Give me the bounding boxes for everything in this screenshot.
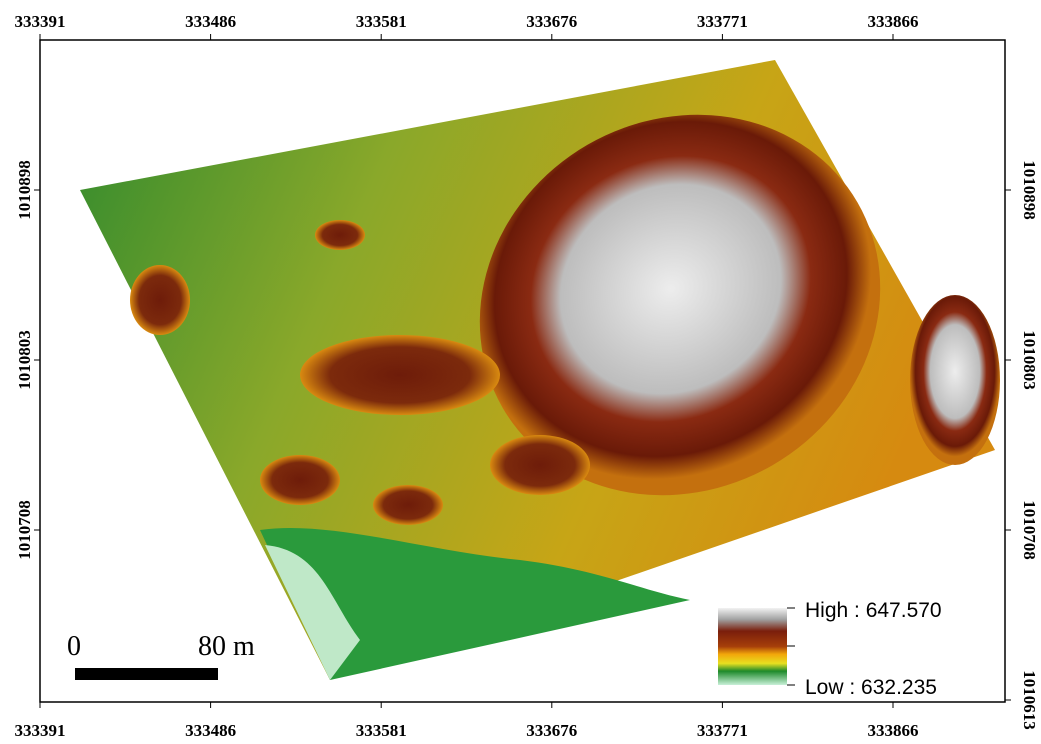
- y-label-right: 1010803: [1020, 330, 1039, 390]
- legend: High : 647.570 Low : 632.235: [718, 599, 942, 699]
- y-label-left: 1010708: [15, 500, 34, 560]
- y-label-left: 1010898: [15, 160, 34, 220]
- legend-color-bar: [718, 608, 787, 685]
- x-label-bottom: 333866: [868, 721, 919, 740]
- terrain: [80, 42, 1000, 680]
- y-label-right: 1010708: [1020, 500, 1039, 560]
- x-label-bottom: 333486: [185, 721, 236, 740]
- y-label-right: 1010898: [1020, 160, 1039, 220]
- x-label-top: 333866: [868, 12, 919, 31]
- x-label-bottom: 333771: [697, 721, 748, 740]
- x-label-bottom: 333676: [526, 721, 577, 740]
- y-label-left: 1010803: [15, 330, 34, 390]
- x-label-bottom: 333391: [15, 721, 66, 740]
- x-label-top: 333486: [185, 12, 236, 31]
- scale-bar: 0 80 m: [67, 631, 255, 680]
- map: 333391 333391 333486 333486 333581 333581 3336…: [0, 0, 1041, 744]
- legend-low: Low : 632.235: [805, 676, 937, 699]
- x-label-top: 333391: [15, 12, 66, 31]
- x-label-top: 333771: [697, 12, 748, 31]
- legend-high: High : 647.570: [805, 599, 942, 622]
- x-label-top: 333676: [526, 12, 577, 31]
- scale-start: 0: [67, 631, 81, 662]
- scale-bar-rect: [75, 668, 218, 680]
- x-label-top: 333581: [356, 12, 407, 31]
- scale-end: 80 m: [198, 631, 255, 662]
- x-label-bottom: 333581: [356, 721, 407, 740]
- y-label-right: 1010613: [1020, 670, 1039, 730]
